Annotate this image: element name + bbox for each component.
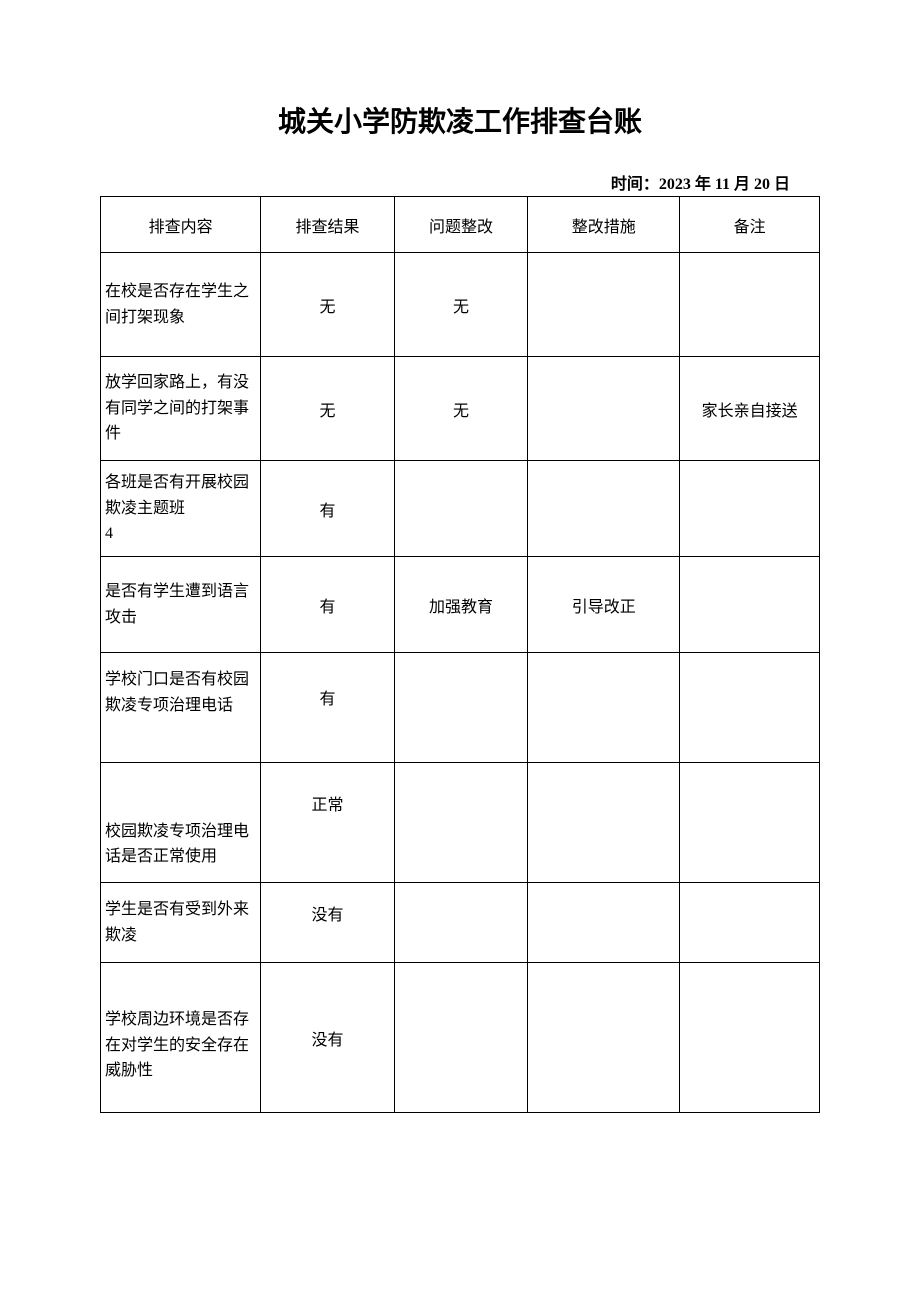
table-row: 是否有学生遭到语言攻击 有 加强教育 引导改正 <box>101 557 820 653</box>
cell-content: 校园欺凌专项治理电话是否正常使用 <box>101 763 261 883</box>
cell-content: 学校门口是否有校园欺凌专项治理电话 <box>101 653 261 763</box>
cell-result: 无 <box>261 357 395 461</box>
header-note: 备注 <box>680 197 820 253</box>
header-result: 排查结果 <box>261 197 395 253</box>
header-fix: 问题整改 <box>394 197 528 253</box>
cell-result: 有 <box>261 653 395 763</box>
date-label: 时间：2023 年 11 月 20 日 <box>100 170 820 194</box>
cell-measure <box>528 883 680 963</box>
table-row: 各班是否有开展校园欺凌主题班 4 有 <box>101 461 820 557</box>
cell-result: 有 <box>261 557 395 653</box>
cell-note <box>680 653 820 763</box>
cell-fix <box>394 461 528 557</box>
cell-content: 放学回家路上，有没有同学之间的打架事件 <box>101 357 261 461</box>
cell-fix: 无 <box>394 253 528 357</box>
cell-content: 学校周边环境是否存在对学生的安全存在威胁性 <box>101 963 261 1113</box>
table-row: 学校门口是否有校园欺凌专项治理电话 有 <box>101 653 820 763</box>
cell-note <box>680 963 820 1113</box>
inspection-table: 排查内容 排查结果 问题整改 整改措施 备注 在校是否存在学生之间打架现象 无 … <box>100 196 820 1113</box>
cell-content: 各班是否有开展校园欺凌主题班 4 <box>101 461 261 557</box>
cell-note <box>680 557 820 653</box>
cell-note <box>680 253 820 357</box>
table-row: 放学回家路上，有没有同学之间的打架事件 无 无 家长亲自接送 <box>101 357 820 461</box>
cell-result: 无 <box>261 253 395 357</box>
cell-result: 正常 <box>261 763 395 883</box>
cell-fix <box>394 963 528 1113</box>
header-measure: 整改措施 <box>528 197 680 253</box>
cell-fix <box>394 883 528 963</box>
page-title: 城关小学防欺凌工作排查台账 <box>100 100 820 140</box>
cell-measure <box>528 963 680 1113</box>
cell-fix <box>394 653 528 763</box>
cell-measure <box>528 763 680 883</box>
table-row: 学校周边环境是否存在对学生的安全存在威胁性 没有 <box>101 963 820 1113</box>
cell-result: 有 <box>261 461 395 557</box>
cell-note <box>680 461 820 557</box>
cell-measure <box>528 357 680 461</box>
cell-note <box>680 883 820 963</box>
cell-measure <box>528 653 680 763</box>
cell-measure: 引导改正 <box>528 557 680 653</box>
header-content: 排查内容 <box>101 197 261 253</box>
cell-content: 是否有学生遭到语言攻击 <box>101 557 261 653</box>
cell-content: 在校是否存在学生之间打架现象 <box>101 253 261 357</box>
cell-measure <box>528 461 680 557</box>
table-row: 学生是否有受到外来欺凌 没有 <box>101 883 820 963</box>
cell-fix <box>394 763 528 883</box>
cell-result: 没有 <box>261 963 395 1113</box>
cell-result: 没有 <box>261 883 395 963</box>
table-row: 在校是否存在学生之间打架现象 无 无 <box>101 253 820 357</box>
cell-fix: 无 <box>394 357 528 461</box>
table-header-row: 排查内容 排查结果 问题整改 整改措施 备注 <box>101 197 820 253</box>
cell-fix: 加强教育 <box>394 557 528 653</box>
cell-note: 家长亲自接送 <box>680 357 820 461</box>
cell-measure <box>528 253 680 357</box>
cell-content: 学生是否有受到外来欺凌 <box>101 883 261 963</box>
table-row: 校园欺凌专项治理电话是否正常使用 正常 <box>101 763 820 883</box>
cell-note <box>680 763 820 883</box>
